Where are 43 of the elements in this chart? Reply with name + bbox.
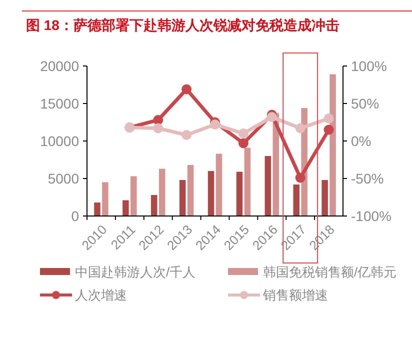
- point: [153, 115, 164, 125]
- bar: [130, 176, 137, 216]
- point: [153, 123, 164, 134]
- point: [182, 130, 192, 140]
- y-tick-label: 5000: [48, 170, 80, 186]
- bar: [330, 74, 336, 216]
- y-tick-label: 15000: [40, 95, 80, 112]
- bar: [208, 171, 214, 216]
- bar: [322, 180, 328, 216]
- bar: [293, 184, 300, 216]
- y-tick-label: 20000: [40, 58, 80, 74]
- point: [238, 128, 248, 138]
- legend-label: 韩国免税销售额/亿韩元: [263, 264, 397, 280]
- bar: [158, 168, 166, 216]
- y2-tick-label: 100%: [351, 58, 387, 74]
- legend-label: 销售额增速: [262, 288, 328, 303]
- point: [210, 120, 220, 130]
- point: [238, 138, 248, 148]
- y2-tick-label: 0%: [351, 132, 372, 149]
- y2-tick-label: 50%: [351, 95, 380, 112]
- point: [324, 114, 334, 124]
- bar: [264, 156, 272, 216]
- legend-label: 人次增速: [75, 288, 127, 303]
- bar: [236, 172, 243, 216]
- bar: [244, 148, 251, 216]
- y-tick-label: 0: [71, 208, 80, 224]
- bar: [151, 195, 158, 216]
- point: [182, 84, 192, 94]
- point: [295, 172, 306, 183]
- bar: [102, 182, 108, 216]
- y2-tick-label: -50%: [351, 170, 384, 186]
- bar: [179, 180, 186, 216]
- y2-tick-label: -100%: [351, 208, 392, 224]
- legend-label: 中国赴韩游人次/千人: [75, 264, 196, 280]
- point: [266, 112, 277, 122]
- bar: [187, 165, 194, 216]
- bar: [94, 202, 100, 216]
- y-tick-label: 10000: [40, 132, 80, 149]
- bar: [122, 200, 129, 216]
- bar: [216, 154, 222, 216]
- point: [324, 124, 334, 135]
- point: [295, 123, 306, 134]
- chart-title: 图 18：萨德部署下赴韩游人次锐减对免税造成冲击: [26, 17, 340, 33]
